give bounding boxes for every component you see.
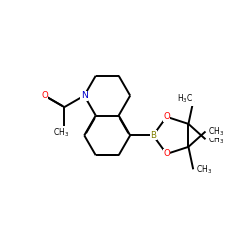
Text: O: O	[163, 112, 170, 121]
Text: CH$_3$: CH$_3$	[196, 163, 212, 175]
Text: O: O	[41, 91, 48, 100]
Text: O: O	[163, 150, 170, 158]
Text: CH$_3$: CH$_3$	[208, 133, 224, 145]
Text: N: N	[81, 91, 88, 100]
Text: CH$_3$: CH$_3$	[208, 125, 224, 138]
Text: H$_3$C: H$_3$C	[177, 93, 193, 105]
Text: B: B	[150, 131, 156, 140]
Text: CH$_3$: CH$_3$	[52, 126, 69, 139]
